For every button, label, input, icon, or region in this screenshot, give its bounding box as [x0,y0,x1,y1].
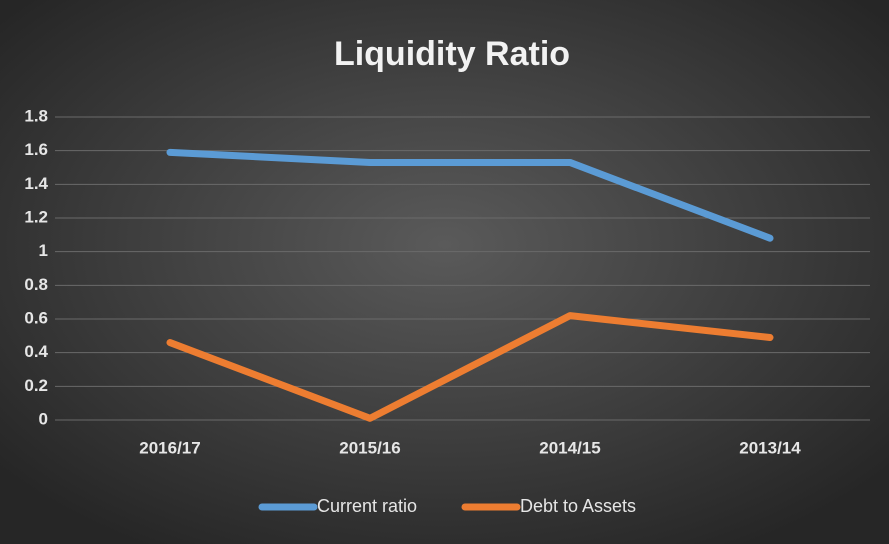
y-tick-label: 0.4 [24,342,48,361]
y-tick-label: 0.8 [24,275,48,294]
y-tick-label: 1.8 [24,106,48,125]
y-tick-label: 0.6 [24,308,48,327]
legend-label: Debt to Assets [520,496,636,516]
y-tick-label: 1.4 [24,174,48,193]
y-tick-label: 1.2 [24,207,48,226]
x-tick-label: 2016/17 [139,438,200,457]
y-tick-label: 0.2 [24,376,48,395]
series-line [166,312,774,422]
x-tick-label: 2013/14 [739,438,801,457]
series-line [166,148,774,242]
legend-label: Current ratio [317,496,417,516]
y-tick-label: 0 [39,409,48,428]
x-tick-label: 2015/16 [339,438,400,457]
y-tick-label: 1 [39,241,48,260]
chart-title: Liquidity Ratio [334,35,570,73]
y-tick-label: 1.6 [24,140,48,159]
x-tick-label: 2014/15 [539,438,600,457]
